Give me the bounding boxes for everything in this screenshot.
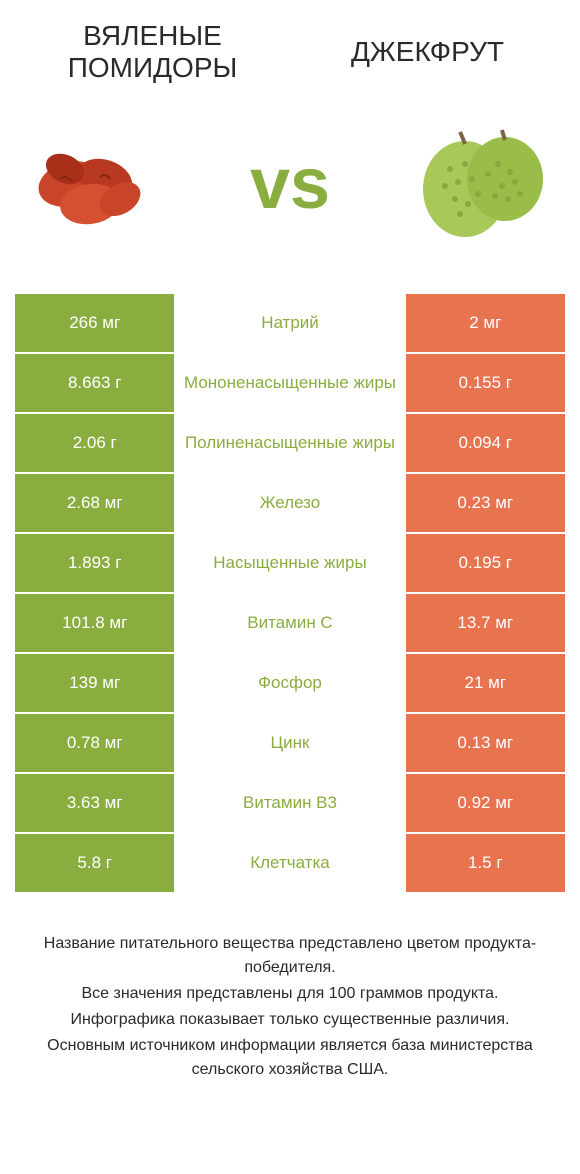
nutrient-cell: Клетчатка xyxy=(174,834,405,892)
right-value-cell: 0.13 мг xyxy=(406,714,565,772)
right-value-cell: 1.5 г xyxy=(406,834,565,892)
table-row: 139 мгФосфор21 мг xyxy=(15,654,565,712)
table-row: 8.663 гМононенасыщенные жиры0.155 г xyxy=(15,354,565,412)
nutrient-cell: Витамин C xyxy=(174,594,405,652)
right-value-cell: 2 мг xyxy=(406,294,565,352)
nutrient-cell: Фосфор xyxy=(174,654,405,712)
nutrient-cell: Цинк xyxy=(174,714,405,772)
table-row: 266 мгНатрий2 мг xyxy=(15,294,565,352)
left-value-cell: 101.8 мг xyxy=(15,594,174,652)
table-row: 2.68 мгЖелезо0.23 мг xyxy=(15,474,565,532)
left-food-image xyxy=(15,119,175,249)
footer: Название питательного вещества представл… xyxy=(15,932,565,1082)
nutrient-cell: Насыщенные жиры xyxy=(174,534,405,592)
table-row: 101.8 мгВитамин C13.7 мг xyxy=(15,594,565,652)
jackfruit-icon xyxy=(410,124,560,244)
nutrient-cell: Мононенасыщенные жиры xyxy=(174,354,405,412)
nutrient-cell: Витамин B3 xyxy=(174,774,405,832)
left-value-cell: 266 мг xyxy=(15,294,174,352)
left-title: ВЯЛЕНЫЕ ПОМИДОРЫ xyxy=(15,20,290,84)
nutrient-cell: Полиненасыщенные жиры xyxy=(174,414,405,472)
nutrient-cell: Железо xyxy=(174,474,405,532)
comparison-table: 266 мгНатрий2 мг8.663 гМононенасыщенные … xyxy=(15,294,565,892)
table-row: 1.893 гНасыщенные жиры0.195 г xyxy=(15,534,565,592)
table-row: 3.63 мгВитамин B30.92 мг xyxy=(15,774,565,832)
footer-line-1: Название питательного вещества представл… xyxy=(15,932,565,980)
right-value-cell: 0.23 мг xyxy=(406,474,565,532)
nutrient-cell: Натрий xyxy=(174,294,405,352)
right-title: ДЖЕКФРУТ xyxy=(290,36,565,68)
right-value-cell: 0.92 мг xyxy=(406,774,565,832)
left-value-cell: 0.78 мг xyxy=(15,714,174,772)
footer-line-4: Основным источником информации является … xyxy=(15,1034,565,1082)
left-value-cell: 3.63 мг xyxy=(15,774,174,832)
vs-label: vs xyxy=(250,143,330,225)
table-row: 0.78 мгЦинк0.13 мг xyxy=(15,714,565,772)
footer-line-2: Все значения представлены для 100 граммо… xyxy=(15,982,565,1006)
left-value-cell: 139 мг xyxy=(15,654,174,712)
right-value-cell: 13.7 мг xyxy=(406,594,565,652)
dried-tomato-icon xyxy=(20,129,170,239)
left-value-cell: 5.8 г xyxy=(15,834,174,892)
left-value-cell: 2.68 мг xyxy=(15,474,174,532)
right-value-cell: 0.155 г xyxy=(406,354,565,412)
images-row: vs xyxy=(15,114,565,254)
right-value-cell: 21 мг xyxy=(406,654,565,712)
left-value-cell: 1.893 г xyxy=(15,534,174,592)
footer-line-3: Инфографика показывает только существенн… xyxy=(15,1008,565,1032)
right-food-image xyxy=(405,119,565,249)
table-row: 5.8 гКлетчатка1.5 г xyxy=(15,834,565,892)
left-value-cell: 8.663 г xyxy=(15,354,174,412)
left-value-cell: 2.06 г xyxy=(15,414,174,472)
header: ВЯЛЕНЫЕ ПОМИДОРЫ ДЖЕКФРУТ xyxy=(15,20,565,84)
right-value-cell: 0.195 г xyxy=(406,534,565,592)
table-row: 2.06 гПолиненасыщенные жиры0.094 г xyxy=(15,414,565,472)
right-value-cell: 0.094 г xyxy=(406,414,565,472)
